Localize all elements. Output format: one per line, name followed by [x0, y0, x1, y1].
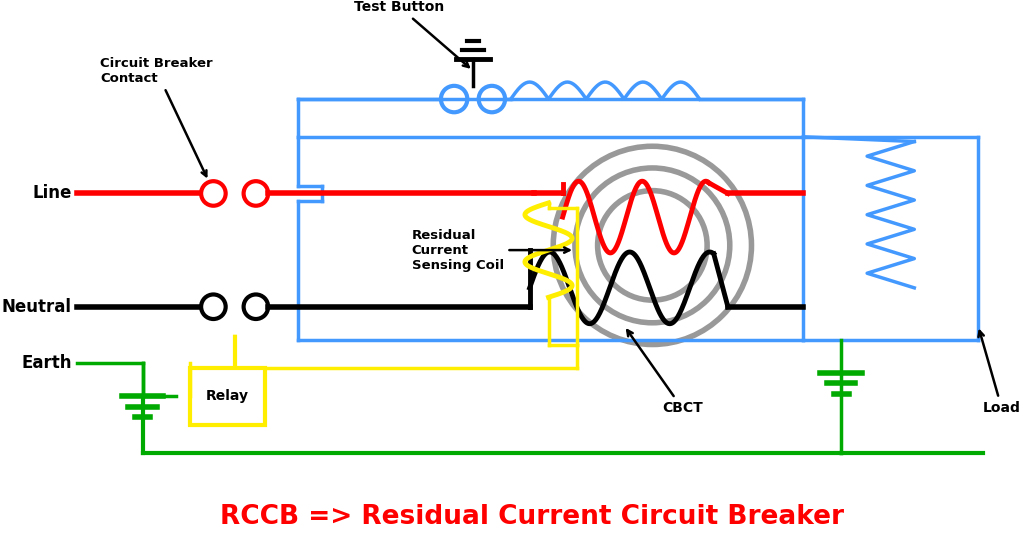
Bar: [189, 368, 265, 425]
Text: Neutral: Neutral: [2, 298, 72, 316]
Text: Load: Load: [979, 331, 1021, 415]
Text: Test Button: Test Button: [354, 0, 469, 67]
Text: RCCB => Residual Current Circuit Breaker: RCCB => Residual Current Circuit Breaker: [219, 504, 844, 530]
Text: Circuit Breaker
Contact: Circuit Breaker Contact: [100, 57, 213, 176]
Text: CBCT: CBCT: [628, 330, 702, 415]
Text: Earth: Earth: [22, 354, 72, 372]
Text: Residual
Current
Sensing Coil: Residual Current Sensing Coil: [412, 228, 569, 272]
Text: Relay: Relay: [206, 389, 249, 404]
Text: Line: Line: [33, 185, 72, 202]
